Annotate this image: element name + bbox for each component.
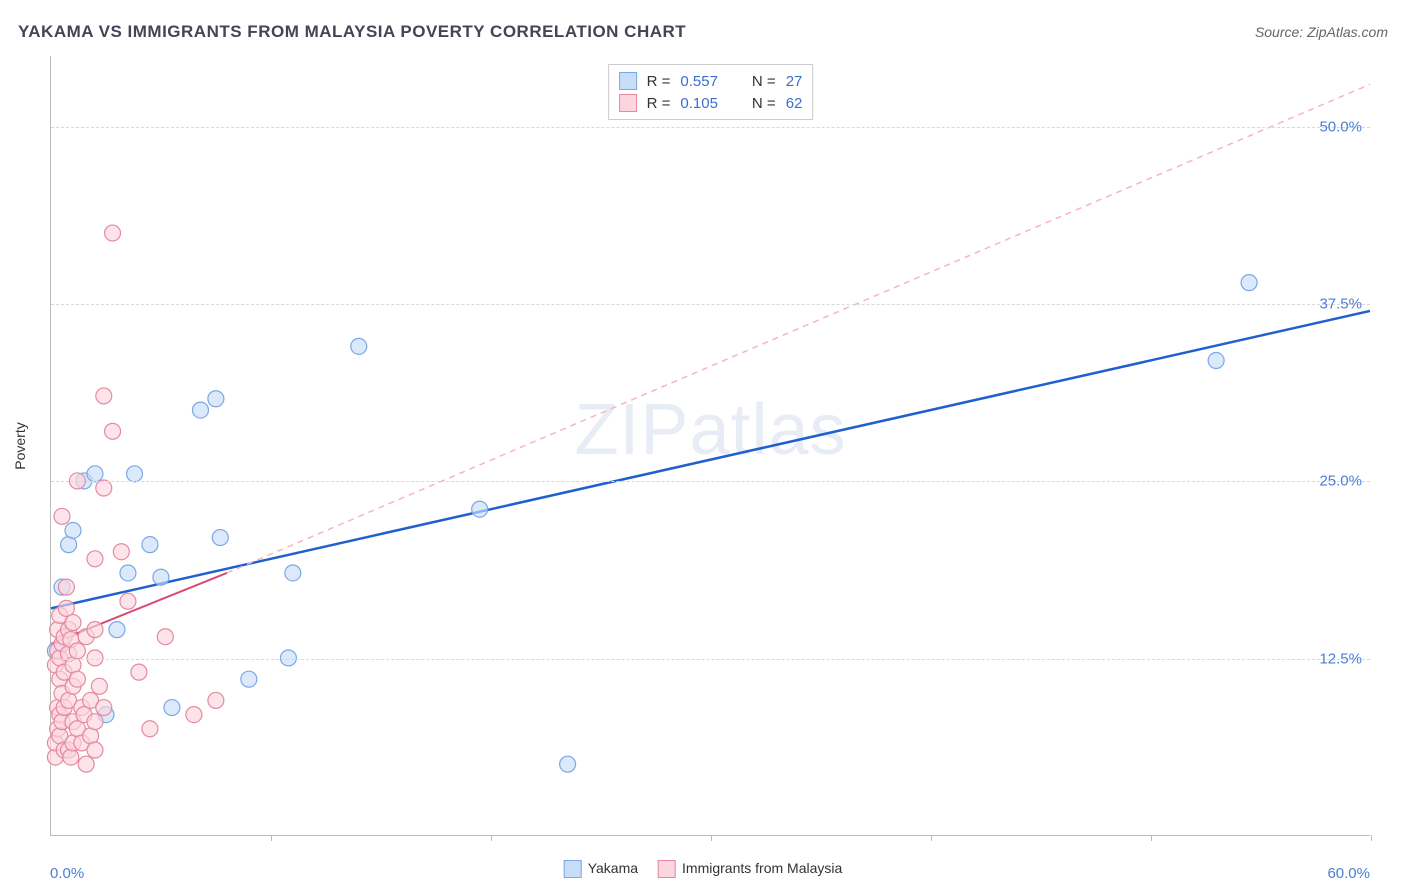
data-point xyxy=(61,537,77,553)
chart-title: YAKAMA VS IMMIGRANTS FROM MALAYSIA POVER… xyxy=(18,22,686,42)
series-legend: Yakama Immigrants from Malaysia xyxy=(564,860,843,878)
y-tick-label: 37.5% xyxy=(1319,296,1362,313)
data-point xyxy=(58,579,74,595)
chart-svg xyxy=(51,56,1370,835)
data-point xyxy=(1241,275,1257,291)
regression-line xyxy=(51,573,227,644)
stats-legend-row: R = 0.105 N = 62 xyxy=(619,92,803,114)
n-value: 62 xyxy=(786,95,803,112)
legend-item: Yakama xyxy=(564,860,638,878)
data-point xyxy=(87,466,103,482)
x-tick xyxy=(711,835,712,841)
x-tick xyxy=(491,835,492,841)
data-point xyxy=(87,551,103,567)
r-label: R = xyxy=(647,73,671,90)
x-tick xyxy=(271,835,272,841)
x-tick xyxy=(1151,835,1152,841)
plot-area: ZIPatlas R =0.557N =27R =0.105N =62 12.5… xyxy=(50,56,1370,836)
data-point xyxy=(285,565,301,581)
n-label: N = xyxy=(752,73,776,90)
data-point xyxy=(192,402,208,418)
n-value: 27 xyxy=(786,73,803,90)
data-point xyxy=(113,544,129,560)
data-point xyxy=(208,391,224,407)
n-label: N = xyxy=(752,95,776,112)
x-tick xyxy=(931,835,932,841)
data-point xyxy=(87,742,103,758)
gridline-horizontal xyxy=(51,127,1370,128)
data-point xyxy=(83,728,99,744)
data-point xyxy=(63,749,79,765)
data-point xyxy=(96,388,112,404)
data-point xyxy=(560,756,576,772)
y-tick-label: 25.0% xyxy=(1319,473,1362,490)
data-point xyxy=(69,643,85,659)
y-tick-label: 12.5% xyxy=(1319,650,1362,667)
gridline-horizontal xyxy=(51,304,1370,305)
legend-item: Immigrants from Malaysia xyxy=(658,860,842,878)
legend-label: Yakama xyxy=(588,860,638,876)
stats-legend: R = 0.557 N = 27 R = 0.105 N = 62 xyxy=(608,64,814,120)
legend-swatch xyxy=(564,860,582,878)
data-point xyxy=(127,466,143,482)
regression-extension xyxy=(227,84,1370,573)
data-point xyxy=(164,700,180,716)
data-point xyxy=(208,692,224,708)
r-value: 0.557 xyxy=(680,73,718,90)
gridline-horizontal xyxy=(51,481,1370,482)
data-point xyxy=(241,671,257,687)
data-point xyxy=(69,671,85,687)
data-point xyxy=(212,530,228,546)
x-axis-max-label: 60.0% xyxy=(1327,865,1370,882)
data-point xyxy=(65,522,81,538)
x-axis-min-label: 0.0% xyxy=(50,865,84,882)
data-point xyxy=(153,569,169,585)
data-point xyxy=(105,225,121,241)
data-point xyxy=(472,501,488,517)
data-point xyxy=(120,565,136,581)
data-point xyxy=(87,714,103,730)
y-tick-label: 50.0% xyxy=(1319,118,1362,135)
legend-swatch xyxy=(619,94,637,112)
data-point xyxy=(157,629,173,645)
data-point xyxy=(58,600,74,616)
legend-swatch xyxy=(658,860,676,878)
legend-label: Immigrants from Malaysia xyxy=(682,860,842,876)
data-point xyxy=(351,338,367,354)
data-point xyxy=(109,622,125,638)
data-point xyxy=(91,678,107,694)
y-axis-label: Poverty xyxy=(12,422,28,469)
data-point xyxy=(105,423,121,439)
r-value: 0.105 xyxy=(680,95,718,112)
r-label: R = xyxy=(647,95,671,112)
x-tick xyxy=(1371,835,1372,841)
data-point xyxy=(131,664,147,680)
data-point xyxy=(142,721,158,737)
data-point xyxy=(186,707,202,723)
data-point xyxy=(78,756,94,772)
legend-swatch xyxy=(619,72,637,90)
data-point xyxy=(96,700,112,716)
data-point xyxy=(54,508,70,524)
data-point xyxy=(1208,353,1224,369)
data-point xyxy=(142,537,158,553)
stats-legend-row: R = 0.557 N = 27 xyxy=(619,70,803,92)
data-point xyxy=(65,615,81,631)
data-point xyxy=(120,593,136,609)
gridline-horizontal xyxy=(51,659,1370,660)
source-label: Source: ZipAtlas.com xyxy=(1255,24,1388,40)
data-point xyxy=(87,622,103,638)
